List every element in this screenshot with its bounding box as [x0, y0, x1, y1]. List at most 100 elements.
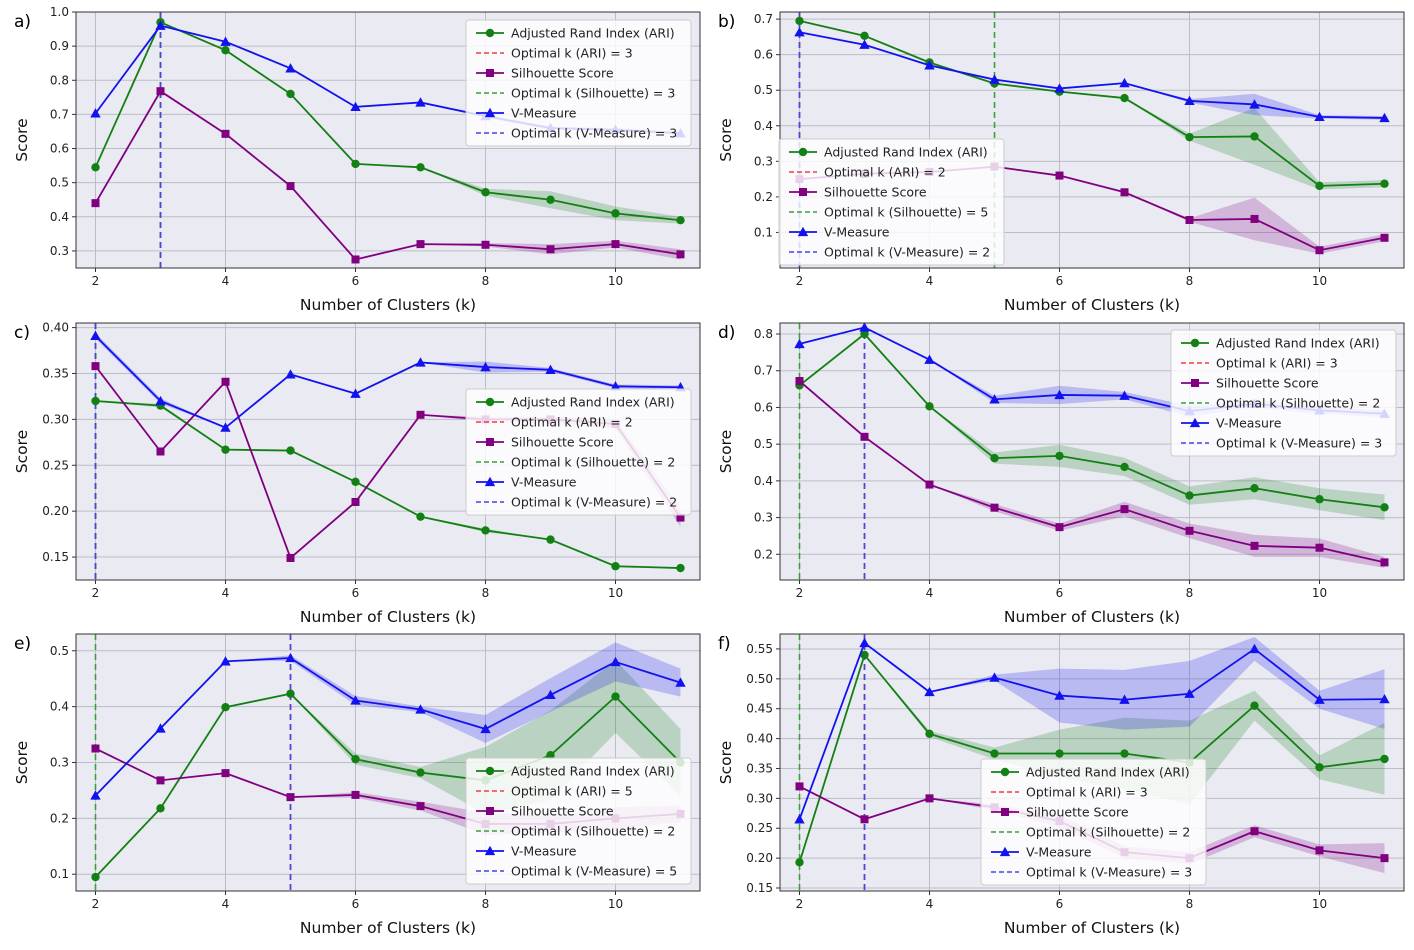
- sil-point: [286, 553, 295, 562]
- ari-point: [416, 163, 425, 172]
- y-axis-label: Score: [717, 741, 735, 784]
- sil-point: [676, 513, 685, 522]
- panel-label: d): [718, 323, 735, 343]
- ari-point: [1250, 484, 1259, 493]
- y-tick-label: 0.45: [746, 702, 773, 716]
- y-tick-label: 0.7: [754, 364, 773, 378]
- vm-line: [799, 31, 1385, 119]
- x-tick-label: 2: [796, 586, 804, 600]
- legend-swatch-marker: [1191, 379, 1199, 387]
- legend-entry: Silhouette Score: [1026, 805, 1129, 820]
- y-tick-label: 0.4: [754, 474, 773, 488]
- ari-point: [860, 650, 869, 660]
- y-tick-label: 0.25: [42, 458, 69, 472]
- legend-swatch-marker: [798, 147, 808, 157]
- panel-label: c): [14, 323, 30, 343]
- legend-swatch-marker: [485, 397, 495, 407]
- x-tick-label: 2: [796, 274, 804, 288]
- vm-point: [989, 74, 1000, 84]
- ari-point: [1055, 451, 1064, 461]
- sil-point: [156, 87, 165, 96]
- legend-entry: Optimal k (ARI) = 3: [511, 46, 633, 61]
- ari-point: [1185, 491, 1194, 500]
- vm-point: [924, 60, 935, 70]
- ari-point: [676, 563, 685, 573]
- x-tick-label: 10: [1312, 274, 1327, 288]
- panel-label: f): [718, 634, 731, 654]
- x-tick-label: 6: [352, 897, 360, 911]
- legend-entry: V-Measure: [511, 475, 577, 490]
- vm-point: [1054, 83, 1065, 93]
- legend-entry: Adjusted Rand Index (ARI): [511, 26, 675, 41]
- vm-point: [350, 101, 361, 112]
- y-tick-label: 0.8: [754, 327, 773, 341]
- vm-point: [1054, 690, 1065, 700]
- legend-swatch-marker: [484, 476, 496, 487]
- y-axis-label: Score: [717, 118, 735, 161]
- vm-band: [95, 642, 681, 796]
- vm-point: [1249, 99, 1260, 109]
- vm-point: [285, 652, 296, 663]
- vm-point: [1119, 77, 1130, 88]
- legend-entry: Optimal k (Silhouette) = 5: [824, 205, 988, 220]
- ari-point: [351, 159, 360, 169]
- legend-box: [1170, 329, 1397, 457]
- sil-point: [1315, 246, 1324, 255]
- axes-frame: [779, 322, 1405, 581]
- legend-swatch-marker: [486, 438, 494, 446]
- sil-point: [990, 503, 999, 512]
- chart-panel-2: 2 4 6 8 10 0.1 0.2 0.3 0.4 0.5 0.6 0.7 Number of Clu…: [717, 11, 1405, 314]
- legend: Adjusted Rand Index (ARI) Optimal k (ARI)…: [1170, 329, 1397, 457]
- sil-point: [416, 240, 425, 249]
- legend-entry: Optimal k (V-Measure) = 3: [1026, 865, 1192, 880]
- sil-point: [1315, 846, 1324, 855]
- legend-entry: Optimal k (ARI) = 2: [824, 165, 946, 180]
- ari-point: [351, 754, 360, 764]
- sil-point: [221, 129, 230, 138]
- y-axis-label: Score: [13, 118, 31, 161]
- vm-point: [1379, 693, 1390, 704]
- sil-point: [1315, 543, 1324, 552]
- y-tick-label: 0.3: [50, 756, 69, 770]
- sil-point: [1250, 541, 1259, 550]
- legend-swatch-marker: [485, 28, 495, 38]
- y-tick-label: 0.50: [746, 672, 773, 686]
- sil-point: [1250, 214, 1259, 223]
- vm-point: [859, 637, 870, 648]
- sil-point: [351, 790, 360, 799]
- legend: Adjusted Rand Index (ARI) Optimal k (ARI)…: [980, 758, 1207, 886]
- vm-point: [90, 790, 101, 800]
- x-tick-label: 8: [482, 897, 490, 911]
- sil-point: [795, 782, 804, 791]
- y-tick-label: 0.2: [50, 811, 69, 825]
- ari-point: [221, 702, 230, 712]
- y-tick-label: 0.25: [746, 821, 773, 835]
- x-axis-label: Number of Clusters (k): [300, 296, 476, 314]
- vm-point: [1314, 111, 1325, 122]
- chart-panel-3: 2 4 6 8 10 0.15 0.20 0.25 0.30 0.35 0.40 Number of …: [13, 321, 701, 626]
- legend-entry: Adjusted Rand Index (ARI): [1026, 765, 1190, 780]
- ari-point: [611, 209, 620, 218]
- ari-point: [925, 402, 934, 411]
- axes-frame: [779, 633, 1405, 892]
- sil-point: [1185, 526, 1194, 535]
- legend-swatch-marker: [1001, 808, 1009, 816]
- ari-point: [221, 46, 230, 55]
- y-tick-label: 0.8: [50, 73, 69, 87]
- y-tick-label: 0.15: [42, 550, 69, 564]
- y-tick-label: 0.1: [754, 225, 773, 239]
- ari-point: [1315, 763, 1324, 772]
- legend: Adjusted Rand Index (ARI) Optimal k (ARI)…: [465, 388, 692, 516]
- y-tick-label: 0.4: [50, 700, 69, 714]
- ari-point: [416, 512, 425, 521]
- sil-point: [1055, 523, 1064, 532]
- x-tick-label: 6: [352, 586, 360, 600]
- vm-point: [1054, 389, 1065, 400]
- vm-point: [415, 704, 426, 714]
- chart-panel-1: 2 4 6 8 10 0.3 0.4 0.5 0.6 0.7 0.8 0.9 1.0 Number of …: [13, 5, 701, 314]
- x-axis-label: Number of Clusters (k): [1004, 608, 1180, 626]
- x-tick-label: 8: [482, 586, 490, 600]
- sil-point: [925, 794, 934, 803]
- vm-line: [798, 641, 1385, 820]
- chart-panel-6: 2 4 6 8 10 0.15 0.20 0.25 0.30 0.35 0.40 0.45 0.50 0.…: [717, 633, 1405, 937]
